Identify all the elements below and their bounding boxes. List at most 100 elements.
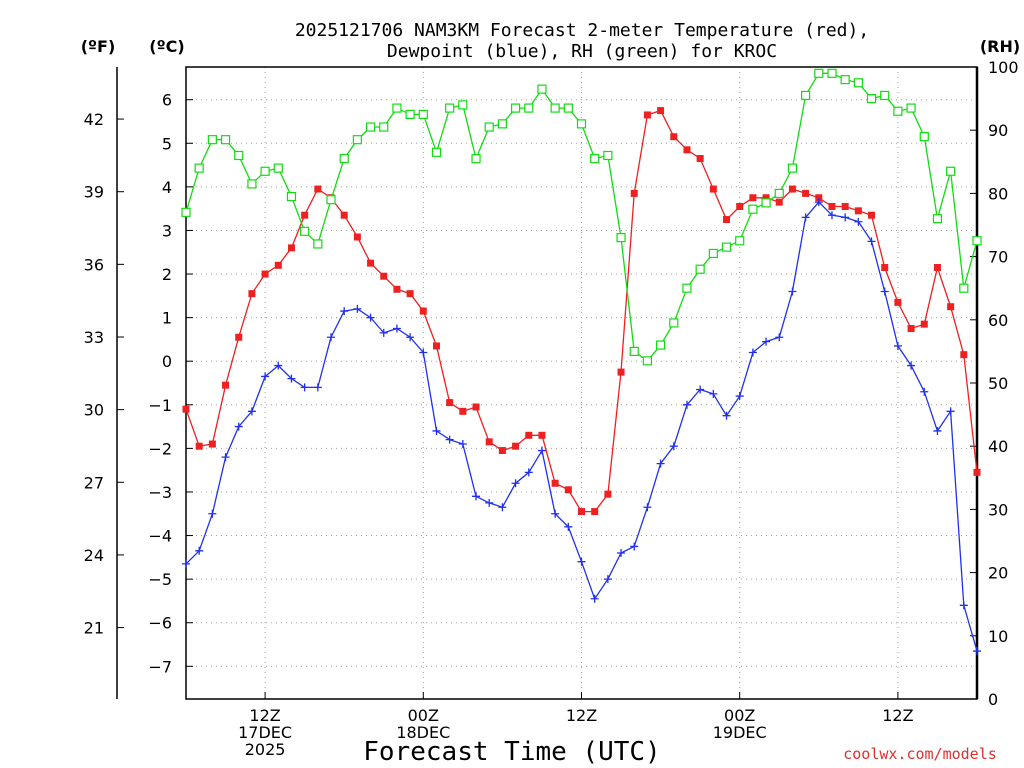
2-meter-temperature-point	[380, 272, 388, 280]
dewpoint-point	[907, 361, 916, 370]
series-2-meter-temperature	[182, 107, 981, 516]
2-meter-temperature-point	[775, 198, 783, 206]
celsius-tick-label: −7	[148, 657, 172, 676]
rh-point	[655, 340, 666, 350]
rh-point	[247, 179, 257, 189]
celsius-tick-label: 2	[162, 265, 172, 284]
2-meter-temperature-point	[301, 211, 309, 219]
grid	[186, 67, 977, 699]
2-meter-temperature-point	[907, 325, 915, 333]
fahrenheit-tick-label: 39	[84, 183, 104, 202]
rh-point	[458, 100, 468, 110]
rh-point	[497, 119, 507, 129]
dewpoint-point	[814, 198, 823, 207]
dewpoint-point	[327, 333, 336, 342]
dewpoint-point	[274, 361, 283, 370]
x-tick-label: 19DEC	[713, 723, 767, 742]
rh-point	[524, 103, 534, 113]
fahrenheit-tick-label: 27	[84, 473, 104, 492]
fahrenheit-tick-label: 21	[84, 619, 104, 638]
rh-point	[603, 150, 613, 161]
2-meter-temperature-point	[248, 290, 256, 298]
2-meter-temperature-point	[841, 202, 849, 210]
rh-unit-label: (RH)	[980, 37, 1020, 56]
2-meter-temperature-point	[604, 490, 612, 498]
2-meter-temperature-point	[208, 440, 216, 448]
dewpoint-point	[827, 211, 836, 220]
rh-point	[893, 106, 903, 116]
x-axis-title: Forecast Time (UTC)	[363, 737, 660, 767]
x-tick-label: 18DEC	[396, 723, 450, 742]
dewpoint-point	[762, 337, 771, 346]
dewpoint-point	[959, 601, 968, 610]
series-dewpoint	[182, 198, 981, 656]
celsius-tick-label: −3	[148, 483, 172, 502]
dewpoint-point	[643, 503, 652, 512]
2-meter-temperature-point	[222, 381, 230, 389]
dewpoint-point	[920, 387, 929, 396]
2-meter-temperature-point	[393, 285, 401, 293]
dewpoint-point	[537, 446, 546, 455]
2-meter-temperature-point	[287, 244, 295, 252]
rh-point	[761, 198, 771, 208]
2-meter-temperature-point	[472, 403, 480, 411]
fahrenheit-unit-label: (ºF)	[81, 37, 116, 56]
2-meter-temperature-point	[802, 189, 810, 197]
dewpoint-point	[524, 468, 533, 477]
rh-point	[260, 166, 270, 176]
rh-point	[880, 90, 890, 101]
rh-point	[510, 103, 521, 113]
dewpoint-point	[511, 479, 520, 488]
celsius-tick-label: −2	[148, 439, 172, 458]
2-meter-temperature-line	[185, 109, 978, 513]
dewpoint-point	[287, 374, 296, 383]
dewpoint-point	[788, 287, 797, 296]
2-meter-temperature-point	[736, 202, 744, 210]
2-meter-temperature-point	[340, 211, 348, 219]
dewpoint-point	[551, 509, 560, 518]
series-rh	[181, 68, 982, 366]
dewpoint-line	[185, 201, 978, 652]
rh-point	[537, 84, 547, 94]
x-tick-label: 00Z	[408, 706, 439, 725]
2-meter-temperature-point	[828, 202, 836, 210]
rh-point	[866, 93, 877, 104]
dewpoint-point	[340, 307, 349, 316]
rh-point	[576, 119, 587, 129]
dewpoint-point	[880, 287, 889, 296]
rh-point	[590, 154, 600, 164]
rh-point	[801, 90, 811, 101]
2-meter-temperature-point	[643, 111, 651, 119]
2-meter-temperature-point	[973, 468, 981, 476]
rh-point	[959, 283, 969, 293]
dewpoint-point	[973, 647, 981, 656]
2-meter-temperature-point	[881, 263, 889, 271]
2-meter-temperature-point	[498, 447, 506, 455]
2-meter-temperature-point	[446, 399, 454, 407]
dewpoint-point	[247, 407, 256, 416]
2-meter-temperature-point	[432, 342, 440, 350]
2-meter-temperature-point	[235, 333, 243, 341]
2-meter-temperature-point	[459, 407, 467, 415]
chart-title: 2025121706 NAM3KM Forecast 2-meter Tempe…	[295, 20, 869, 62]
dewpoint-point	[353, 304, 362, 313]
rh-point	[431, 147, 442, 157]
rh-point	[642, 356, 653, 366]
dewpoint-point	[748, 348, 757, 357]
rh-point	[234, 150, 244, 161]
dewpoint-point	[432, 426, 441, 435]
2-meter-temperature-point	[353, 233, 361, 241]
rh-point	[273, 163, 283, 173]
dewpoint-point	[893, 341, 902, 350]
watermark: coolwx.com/models	[843, 745, 997, 763]
rh-tick-label: 20	[988, 564, 1008, 583]
dewpoint-point	[234, 422, 243, 431]
dewpoint-point	[617, 548, 626, 557]
2-meter-temperature-point	[709, 185, 717, 193]
dewpoint-point	[221, 453, 230, 462]
rh-point	[365, 122, 376, 132]
celsius-tick-label: 4	[162, 178, 172, 197]
rh-point	[853, 78, 863, 88]
rh-tick-label: 70	[988, 248, 1008, 267]
